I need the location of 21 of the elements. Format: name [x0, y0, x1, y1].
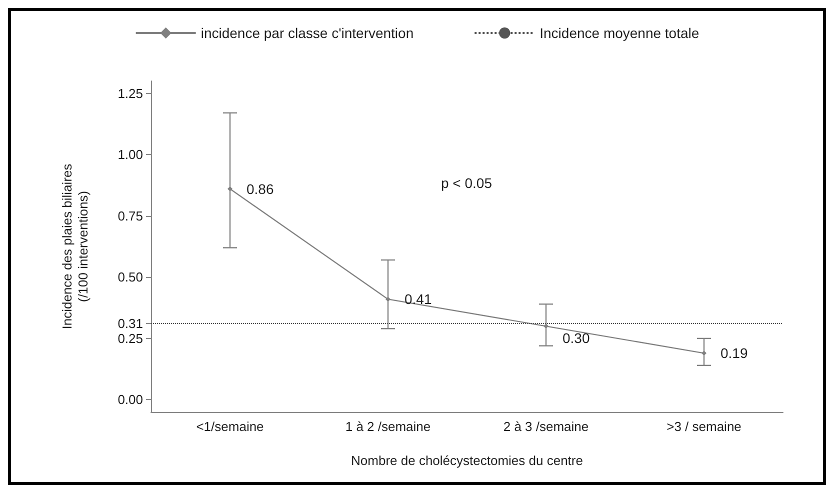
y-tick-label: 0.31 — [118, 316, 143, 332]
data-label: 0.30 — [562, 330, 590, 346]
data-label: 0.19 — [720, 345, 748, 362]
x-tick-label: 1 à 2 /semaine — [345, 419, 431, 434]
y-tick-label: 0.50 — [118, 270, 143, 285]
y-tick-label: 0.00 — [118, 392, 143, 408]
x-tick-label: >3 / semaine — [666, 419, 742, 434]
x-axis-title: Nombre de cholécystectomies du centre — [351, 453, 583, 468]
y-tick-label: 0.25 — [118, 330, 143, 346]
x-tick-label: <1/semaine — [196, 419, 264, 434]
y-tick-label: 1.25 — [118, 86, 143, 101]
y-tick-label: 1.00 — [118, 147, 143, 162]
y-tick-label: 0.75 — [118, 208, 143, 224]
point — [386, 296, 390, 302]
annotation: p < 0.05 — [441, 175, 492, 191]
x-tick-label: 2 à 3 /semaine — [503, 419, 589, 434]
legend-label: incidence par classe c'intervention — [200, 25, 414, 41]
data-label: 0.86 — [246, 180, 274, 197]
y-axis-title: Incidence des plaies biliaires (/100 interventions) — [60, 163, 90, 330]
data-label: 0.41 — [404, 291, 432, 308]
legend-label: Incidence moyenne totale — [540, 25, 700, 41]
